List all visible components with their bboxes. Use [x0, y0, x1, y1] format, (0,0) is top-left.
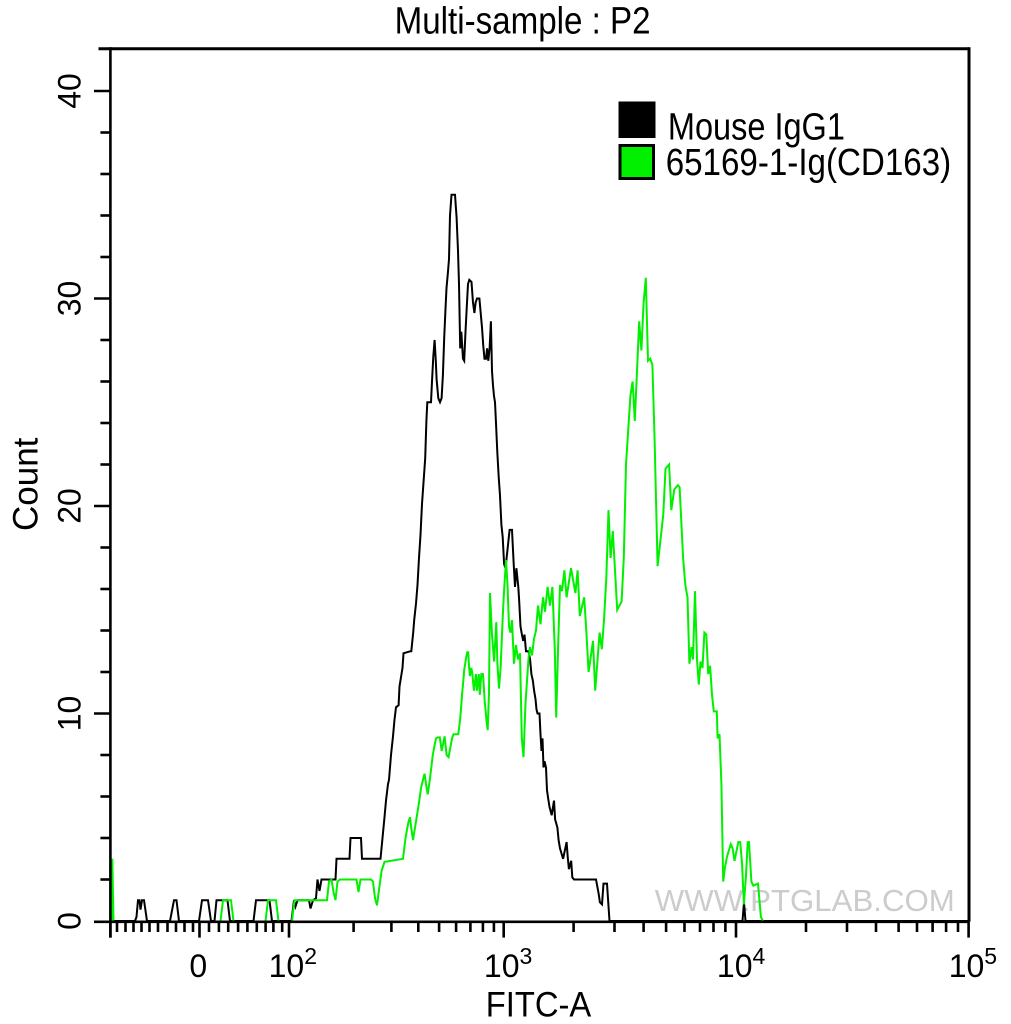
svg-text:10: 10 [52, 696, 88, 732]
svg-text:Mouse IgG1: Mouse IgG1 [668, 107, 845, 149]
svg-text:WWW.PTGLAB.COM: WWW.PTGLAB.COM [655, 883, 955, 918]
svg-text:40: 40 [52, 73, 88, 109]
svg-text:0: 0 [52, 912, 88, 930]
svg-text:30: 30 [52, 281, 88, 317]
svg-text:65169-1-Ig(CD163): 65169-1-Ig(CD163) [666, 142, 952, 184]
svg-text:Count: Count [7, 437, 46, 531]
svg-text:20: 20 [52, 488, 88, 524]
svg-text:Multi-sample : P2: Multi-sample : P2 [395, 1, 651, 43]
svg-text:FITC-A: FITC-A [486, 986, 592, 1024]
svg-text:0: 0 [189, 948, 207, 984]
